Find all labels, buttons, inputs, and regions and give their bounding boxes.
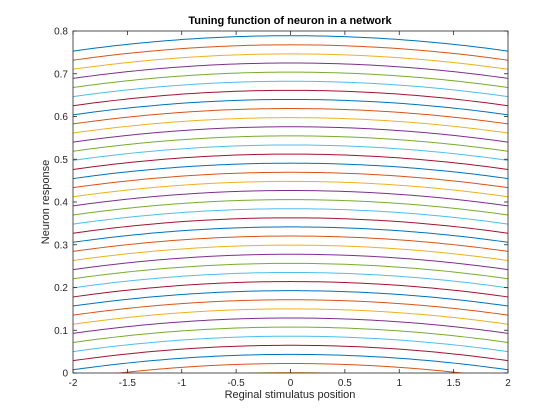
y-tick-label: 0.3 <box>54 240 68 251</box>
series-line-5 <box>73 71 508 89</box>
series-line-27 <box>73 271 508 289</box>
series-line-13 <box>73 144 508 161</box>
y-tick-label: 0.5 <box>54 155 68 166</box>
series-line-29 <box>73 290 508 307</box>
y-tick-label: 0.6 <box>54 112 68 123</box>
series-line-11 <box>73 126 508 143</box>
series-line-10 <box>73 117 508 134</box>
series-line-14 <box>73 153 508 170</box>
y-axis-label: Neuron response <box>40 160 52 244</box>
series-line-12 <box>73 135 508 152</box>
x-tick-label: 1 <box>396 378 402 389</box>
series-line-16 <box>73 171 508 189</box>
x-axis-label: Reginal stimulatus position <box>225 389 356 401</box>
x-tick-label: -2 <box>69 378 78 389</box>
y-tick-label: 0.8 <box>54 27 68 38</box>
x-tick-label: 2 <box>505 378 511 389</box>
series-line-37 <box>115 363 466 373</box>
series-line-36 <box>73 353 508 371</box>
series-line-22 <box>73 226 508 243</box>
series-line-3 <box>73 53 508 70</box>
series-line-4 <box>73 62 508 79</box>
x-tick-label: 0 <box>288 378 294 389</box>
series-line-15 <box>73 162 508 180</box>
series-line-30 <box>73 299 508 316</box>
series-line-21 <box>73 217 508 234</box>
y-tick-label: 0 <box>62 369 68 380</box>
series-line-1 <box>73 35 508 52</box>
x-ticks: -2 -1.5 -1 -0.5 0 0.5 1 1.5 2 <box>69 31 511 389</box>
series-line-19 <box>73 199 508 216</box>
series-line-18 <box>73 189 508 207</box>
series-line-31 <box>73 308 508 325</box>
series-line-2 <box>73 44 508 61</box>
y-tick-label: 0.4 <box>54 198 68 209</box>
x-tick-label: 1.5 <box>447 378 461 389</box>
x-tick-label: -1.5 <box>119 378 137 389</box>
series-line-9 <box>73 108 508 125</box>
series-line-33 <box>73 326 508 343</box>
series-line-6 <box>73 80 508 98</box>
series-line-23 <box>73 235 508 252</box>
y-tick-label: 0.2 <box>54 283 68 294</box>
x-tick-label: -0.5 <box>228 378 246 389</box>
chart-title: Tuning function of neuron in a network <box>188 15 392 27</box>
series-line-24 <box>73 244 508 262</box>
series-line-28 <box>73 281 508 298</box>
plot-area <box>73 31 508 373</box>
series-group <box>73 35 508 373</box>
y-tick-label: 0.7 <box>54 69 68 80</box>
y-tick-label: 0.1 <box>54 326 68 337</box>
series-line-34 <box>73 335 508 353</box>
series-line-25 <box>73 253 508 271</box>
series-line-8 <box>73 98 508 116</box>
x-tick-label: 0.5 <box>338 378 352 389</box>
series-line-17 <box>73 180 508 198</box>
series-line-35 <box>73 344 508 362</box>
y-ticks: 0 0.1 0.2 0.3 0.4 0.5 0.6 0.7 0.8 <box>54 27 508 380</box>
series-line-32 <box>73 317 508 334</box>
x-tick-label: -1 <box>177 378 186 389</box>
series-line-20 <box>73 208 508 225</box>
series-line-26 <box>73 262 508 280</box>
series-line-7 <box>73 89 508 107</box>
